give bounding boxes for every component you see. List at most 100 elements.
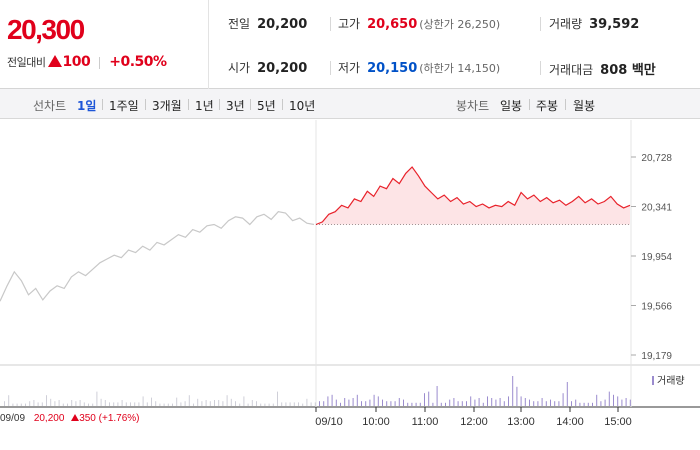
period-1w-button[interactable]: 1주일 [109, 99, 139, 113]
volume-bar [373, 394, 375, 406]
chart-svg: 20,728 20,341 19,954 19,566 19,179 09/10 10:0… [0, 120, 700, 428]
volume-bar [419, 402, 421, 406]
volume-bar [428, 391, 430, 406]
volume-bar [281, 402, 283, 406]
x-tick-label: 15:00 [604, 416, 632, 428]
volume-bar [251, 400, 253, 406]
volume-bar [8, 395, 10, 406]
volume-bar [4, 401, 5, 406]
volume-bar [323, 401, 325, 406]
stat-value: 20,650 [367, 17, 418, 32]
volume-bar [277, 391, 278, 406]
volume-bar [491, 398, 493, 406]
volume-bar [151, 397, 152, 406]
period-3m-button[interactable]: 3개월 [152, 99, 182, 113]
change-percent: +0.50% [109, 54, 167, 70]
stat-high: 고가 20,650 (상한가 26,250) [338, 15, 500, 32]
volume-bar [319, 401, 320, 406]
volume-bar [79, 400, 81, 406]
volume-bar [306, 398, 308, 406]
volume-bar [361, 401, 362, 406]
price-box: 20,300 전일대비 100 +0.50% [0, 0, 209, 89]
volume-bar [184, 401, 186, 406]
volume-bar [453, 398, 455, 406]
period-10y-button[interactable]: 10년 [289, 99, 316, 113]
candle-monthly-button[interactable]: 월봉 [573, 99, 596, 113]
y-tick-label: 20,341 [641, 203, 672, 214]
volume-bars [4, 376, 631, 406]
prev-day-line [0, 211, 315, 302]
volume-bar [96, 391, 98, 406]
volume-bar [201, 401, 203, 406]
volume-bar [222, 401, 224, 406]
volume-bar [20, 403, 22, 406]
volume-swatch [652, 376, 654, 385]
divider [330, 61, 331, 75]
volume-bar [516, 386, 518, 406]
volume-bar [37, 402, 39, 406]
divider [145, 99, 146, 110]
stat-low: 저가 20,150 (하한가 14,150) [338, 59, 500, 76]
volume-bar [575, 399, 577, 406]
volume-bar [180, 402, 182, 406]
volume-bar [541, 398, 543, 406]
volume-bar [390, 401, 392, 406]
stat-value: 39,592 [589, 17, 640, 32]
today-area [316, 167, 630, 225]
volume-bar [235, 401, 236, 406]
divider [540, 61, 541, 75]
line-chart-label: 선차트 [33, 99, 67, 113]
volume-bar [172, 403, 173, 406]
volume-bar [58, 400, 60, 406]
divider [565, 99, 566, 110]
x-tick-label: 14:00 [556, 416, 584, 428]
volume-bar [188, 395, 190, 406]
volume-bar [545, 401, 547, 406]
period-5y-button[interactable]: 5년 [257, 99, 276, 113]
volume-bar [386, 401, 388, 406]
volume-bar [331, 394, 333, 406]
volume-bar [138, 402, 140, 406]
volume-bar [88, 403, 89, 406]
prev-day-change: 350 [79, 413, 96, 424]
volume-bar [415, 402, 417, 406]
volume-bar [71, 400, 73, 406]
volume-bar [583, 402, 585, 406]
price-chart[interactable]: 20,728 20,341 19,954 19,566 19,179 09/10 10:0… [0, 120, 700, 450]
volume-bar [432, 402, 434, 406]
volume-bar [571, 401, 572, 406]
upper-limit: (상한가 26,250) [419, 18, 501, 31]
volume-bar [25, 403, 26, 406]
volume-bar [209, 401, 211, 406]
chart-grid [0, 120, 700, 408]
volume-bar [298, 402, 299, 406]
volume-bar [83, 402, 85, 406]
period-1d-button[interactable]: 1일 [77, 99, 97, 113]
volume-bar [29, 401, 31, 406]
candle-weekly-button[interactable]: 주봉 [536, 99, 559, 113]
period-3y-button[interactable]: 3년 [226, 99, 245, 113]
volume-bar [205, 400, 207, 406]
volume-bar [268, 403, 270, 406]
change-value: 100 [62, 54, 91, 70]
change-divider [99, 57, 101, 69]
stat-volume: 거래량 39,592 [549, 15, 639, 32]
stat-label: 고가 [338, 17, 361, 31]
volume-bar [155, 401, 157, 406]
volume-bar [436, 386, 438, 406]
volume-bar [239, 403, 241, 406]
volume-bar [487, 396, 488, 406]
volume-bar [256, 401, 257, 406]
period-1y-button[interactable]: 1년 [195, 99, 214, 113]
volume-bar [558, 401, 560, 406]
volume-bar [92, 403, 94, 406]
volume-bar [403, 399, 404, 406]
prev-day-info: 09/09 20,200 350 (+1.76%) [0, 413, 140, 424]
stat-label: 거래량 [549, 17, 583, 31]
volume-bar [230, 398, 232, 406]
candle-daily-button[interactable]: 일봉 [500, 99, 523, 113]
x-tick-label: 11:00 [412, 416, 439, 428]
volume-bar [440, 402, 442, 406]
volume-bar [310, 402, 312, 406]
stat-value: 808 백만 [600, 63, 656, 78]
